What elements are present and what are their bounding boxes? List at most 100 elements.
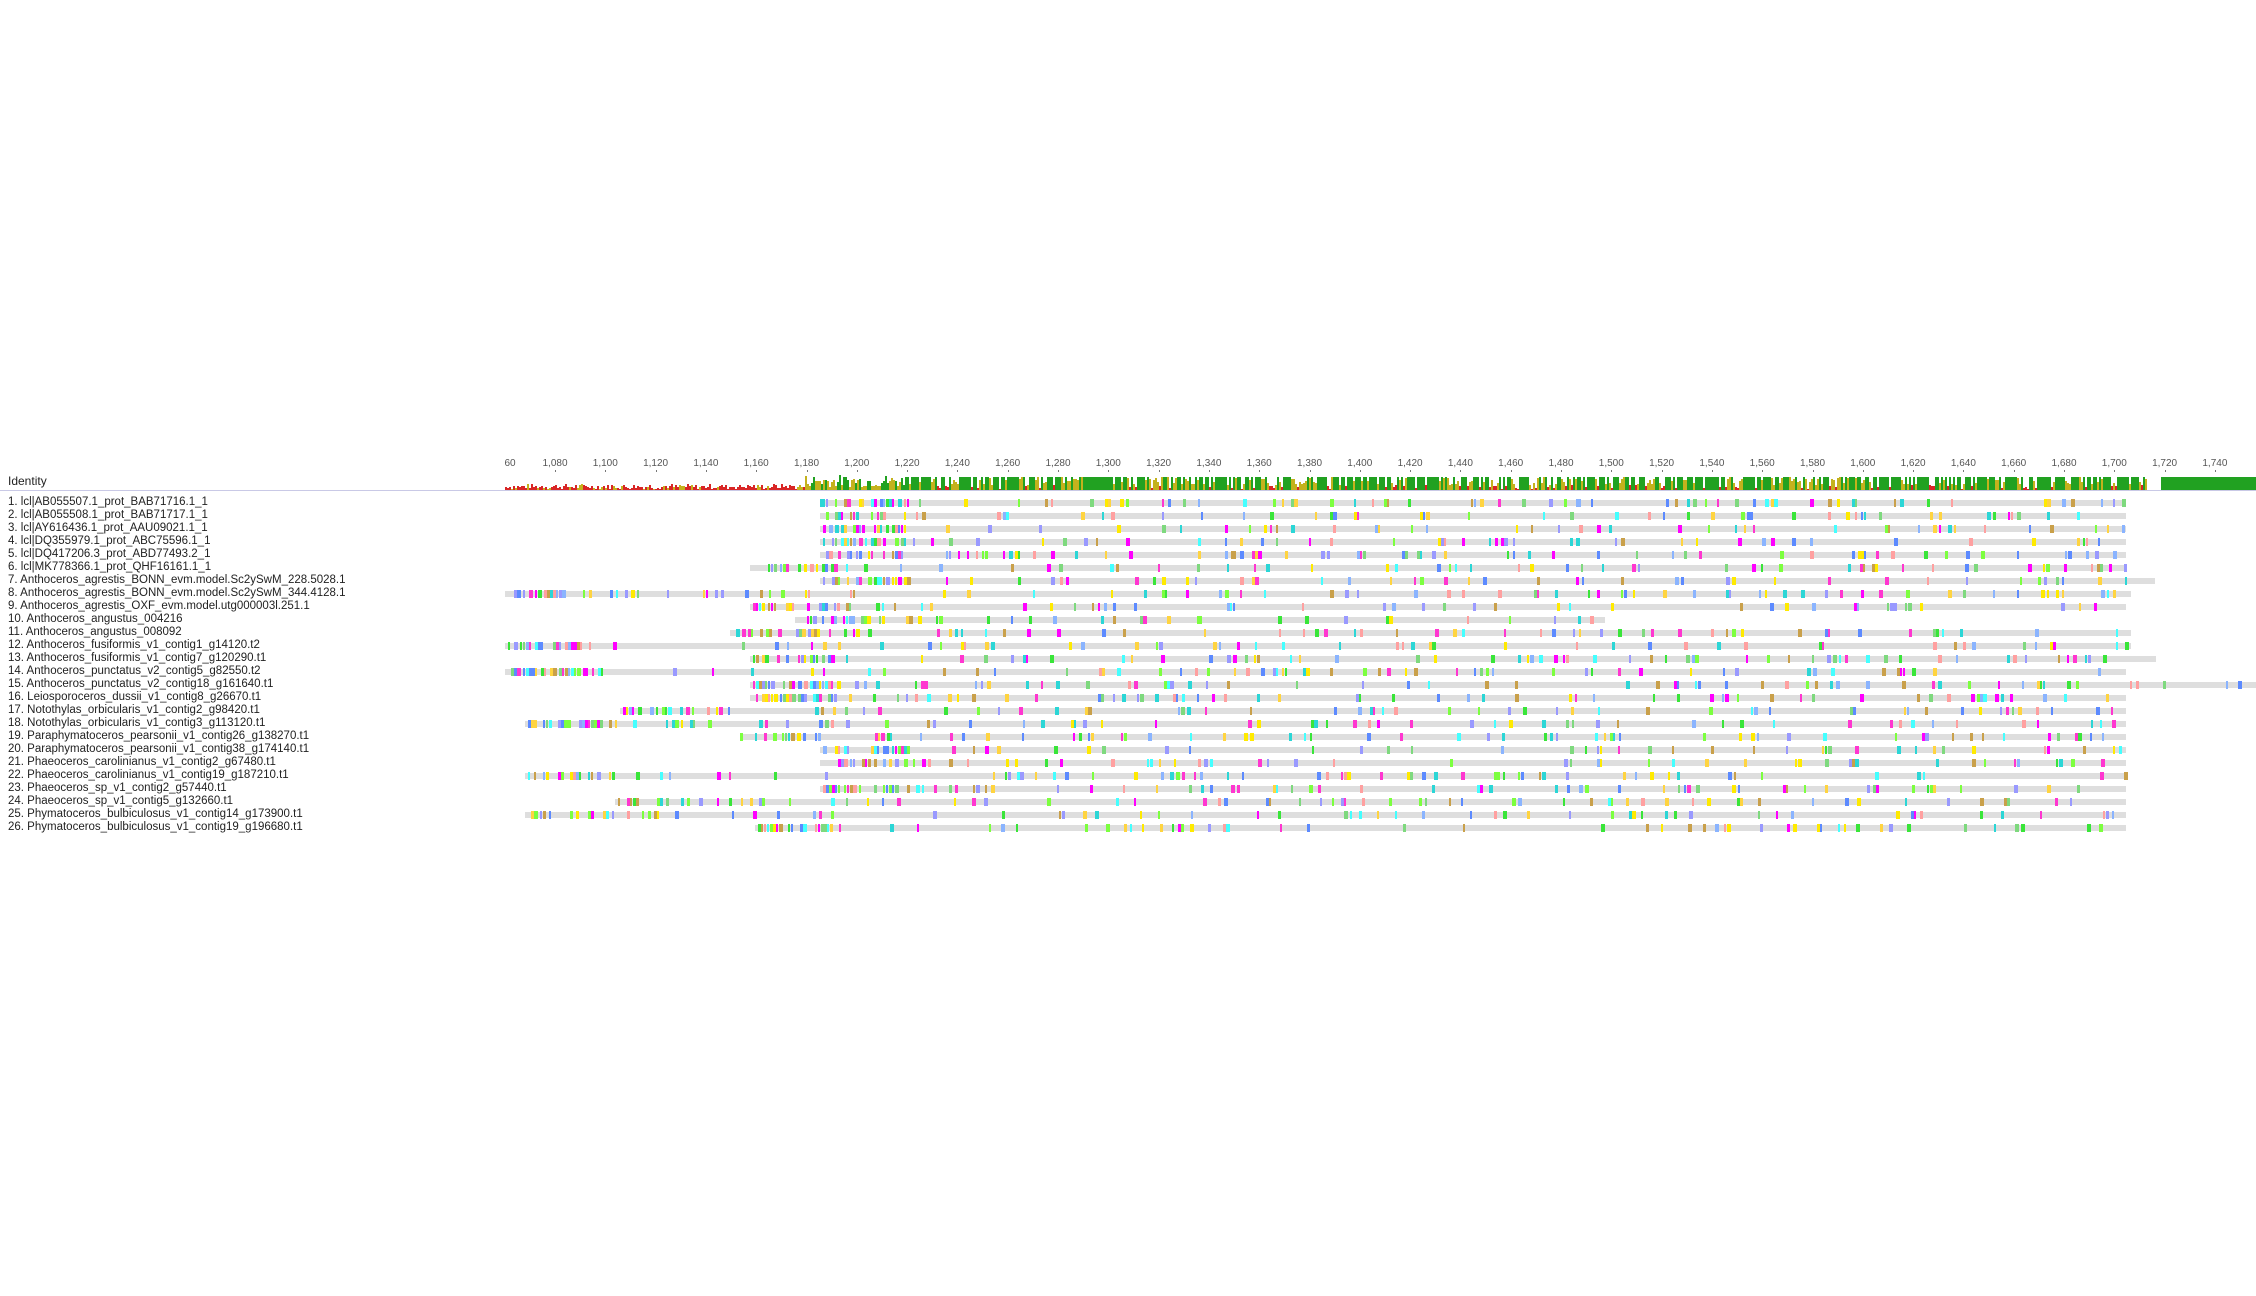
ruler-tick-label: 1,600 <box>1850 458 1876 469</box>
sequence-name[interactable]: 11. Anthoceros_angustus_008092 <box>8 626 182 638</box>
residue-block <box>895 525 898 533</box>
sequence-name[interactable]: 25. Phymatoceros_bulbiculosus_v1_contig1… <box>8 808 303 820</box>
residue-block <box>2073 655 2077 663</box>
residue-block <box>1651 629 1654 637</box>
sequence-name[interactable]: 8. Anthoceros_agrestis_BONN_evm.model.Sc… <box>8 587 346 599</box>
sequence-name[interactable]: 18. Notothylas_orbicularis_v1_contig3_g1… <box>8 717 266 729</box>
sequence-name[interactable]: 3. lcl|AY616436.1_prot_AAU09021.1_1 <box>8 522 208 534</box>
identity-bar <box>2239 477 2241 491</box>
residue-block <box>916 785 920 793</box>
identity-bar <box>1833 480 1835 491</box>
identity-bar <box>1067 480 1069 491</box>
sequence-name[interactable]: 23. Phaeoceros_sp_v1_contig2_g57440.t1 <box>8 782 227 794</box>
residue-block <box>1071 720 1074 728</box>
ruler-tick-label: 1,260 <box>995 458 1021 469</box>
residue-block <box>1405 551 1408 559</box>
identity-bar <box>579 484 581 491</box>
sequence-name[interactable]: 4. lcl|DQ355979.1_prot_ABC75596.1_1 <box>8 535 211 547</box>
residue-block <box>1825 746 1827 754</box>
residue-block <box>1233 603 1235 611</box>
sequence-name[interactable]: 26. Phymatoceros_bulbiculosus_v1_contig1… <box>8 821 303 833</box>
residue-block <box>1872 564 1876 572</box>
sequence-name[interactable]: 5. lcl|DQ417206.3_prot_ABD77493.2_1 <box>8 548 211 560</box>
sequence-name[interactable]: 10. Anthoceros_angustus_004216 <box>8 613 183 625</box>
residue-block <box>841 512 843 520</box>
residue-block <box>2083 746 2086 754</box>
residue-block <box>1033 590 1035 598</box>
identity-bar <box>1265 477 1267 491</box>
residue-block <box>1509 616 1511 624</box>
identity-bar <box>865 486 867 491</box>
residue-block <box>672 720 676 728</box>
alignment-row <box>505 498 2256 511</box>
sequence-name[interactable]: 9. Anthoceros_agrestis_OXF_evm.model.utg… <box>8 600 310 612</box>
residue-block <box>1269 798 1271 806</box>
identity-bar <box>1791 481 1793 491</box>
residue-block <box>1302 603 1304 611</box>
identity-bar <box>1673 477 1675 491</box>
identity-bar <box>695 484 697 491</box>
residue-block <box>1483 577 1487 585</box>
identity-bar <box>533 486 535 491</box>
residue-block <box>1521 772 1524 780</box>
identity-bar <box>1153 480 1155 491</box>
residue-block <box>1291 525 1295 533</box>
sequence-name[interactable]: 2. lcl|AB055508.1_prot_BAB71717.1_1 <box>8 509 208 521</box>
identity-bar <box>1069 480 1071 491</box>
sequence-name[interactable]: 13. Anthoceros_fusiformis_v1_contig7_g12… <box>8 652 267 664</box>
residue-block <box>1434 655 1437 663</box>
identity-bar <box>1657 477 1659 491</box>
sequence-name[interactable]: 19. Paraphymatoceros_pearsonii_v1_contig… <box>8 730 310 742</box>
sequence-name[interactable]: 21. Phaeoceros_carolinianus_v1_contig2_g… <box>8 756 276 768</box>
ruler-tick-mark <box>2013 470 2015 472</box>
identity-bar <box>1555 484 1557 491</box>
residue-block <box>756 655 759 663</box>
identity-bar <box>1099 477 1101 491</box>
residue-block <box>1291 499 1294 507</box>
sequence-name[interactable]: 24. Phaeoceros_sp_v1_contig5_g132660.t1 <box>8 795 234 807</box>
residue-block <box>1513 551 1515 559</box>
sequence-name[interactable]: 14. Anthoceros_punctatus_v2_contig5_g825… <box>8 665 261 677</box>
residue-block <box>838 785 840 793</box>
residue-block <box>1176 694 1178 702</box>
identity-bar <box>779 488 781 491</box>
residue-block <box>1117 668 1121 676</box>
residue-block <box>825 564 828 572</box>
residue-block <box>1462 629 1465 637</box>
residue-block <box>1542 720 1546 728</box>
sequence-name[interactable]: 20. Paraphymatoceros_pearsonii_v1_contig… <box>8 743 310 755</box>
alignment-tracks[interactable] <box>505 496 2256 836</box>
identity-bar <box>621 486 623 491</box>
identity-bar <box>1339 484 1341 491</box>
residue-block <box>964 642 966 650</box>
residue-block <box>1453 629 1457 637</box>
residue-block <box>928 759 931 767</box>
residue-block <box>825 720 829 728</box>
identity-bar <box>1675 488 1677 491</box>
identity-bar <box>1705 477 1707 491</box>
residue-block <box>771 603 773 611</box>
residue-block <box>514 668 517 676</box>
residue-block <box>2035 629 2039 637</box>
sequence-name[interactable]: 1. lcl|AB055507.1_prot_BAB71716.1_1 <box>8 496 208 508</box>
residue-block <box>1497 772 1500 780</box>
residue-block <box>897 798 901 806</box>
residue-block <box>1591 499 1593 507</box>
identity-bar <box>1841 477 1843 491</box>
sequence-name[interactable]: 17. Notothylas_orbicularis_v1_contig2_g9… <box>8 704 260 716</box>
sequence-name[interactable]: 15. Anthoceros_punctatus_v2_contig18_g16… <box>8 678 274 690</box>
identity-bar <box>1899 477 1901 491</box>
residue-block <box>2035 642 2037 650</box>
residue-block <box>786 720 789 728</box>
sequence-name[interactable]: 22. Phaeoceros_carolinianus_v1_contig19_… <box>8 769 289 781</box>
identity-bar <box>1175 477 1177 491</box>
residue-block <box>883 538 886 546</box>
sequence-name[interactable]: 12. Anthoceros_fusiformis_v1_contig1_g14… <box>8 639 260 651</box>
residue-block <box>2014 785 2018 793</box>
sequence-name[interactable]: 16. Leiosporoceros_dussii_v1_contig8_g26… <box>8 691 262 703</box>
sequence-name[interactable]: 7. Anthoceros_agrestis_BONN_evm.model.Sc… <box>8 574 346 586</box>
ruler-tick-mark <box>856 470 858 472</box>
sequence-name[interactable]: 6. lcl|MK778366.1_prot_QHF16161.1_1 <box>8 561 212 573</box>
identity-bar <box>1021 477 1023 491</box>
residue-block <box>774 603 776 611</box>
